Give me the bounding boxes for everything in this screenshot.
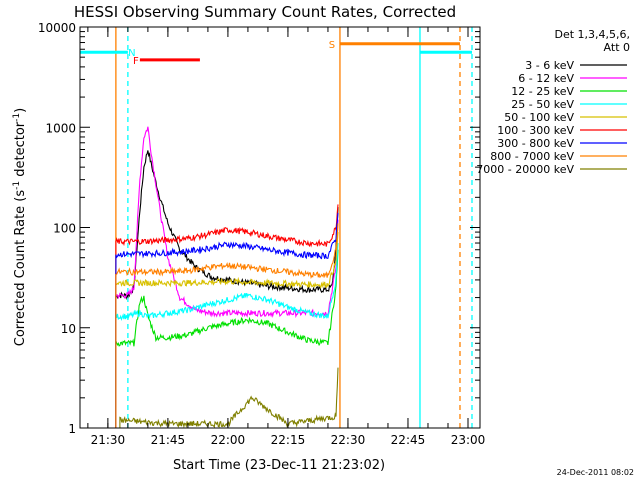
y-axis-label: Corrected Count Rate (s-1 detector-1) [12, 108, 28, 346]
y-tick-label-2: 100 [53, 222, 76, 236]
plot-area [80, 27, 473, 428]
x-axis-label: Start Time (23-Dec-11 21:23:02) [173, 458, 385, 473]
series-line-2 [115, 249, 339, 428]
series-line-3 [115, 242, 339, 428]
legend-label-3: 25 - 50 keV [511, 98, 574, 111]
legend-label-4: 50 - 100 keV [504, 111, 574, 124]
series-line-0 [115, 150, 339, 428]
flag-label-s: S [329, 40, 335, 51]
axes-layer: 1 10 100 1000 10000 21:30 21:45 22:00 22:15 22:30… [38, 21, 485, 447]
y-axis-label-sup2: -1 [12, 113, 22, 122]
legend-header-line1: Det 1,3,4,5,6, [554, 28, 630, 41]
legend-label-8: 7000 - 20000 keV [476, 163, 574, 176]
x-tick-label-4: 22:30 [331, 433, 366, 447]
y-axis-label-end: ) [13, 108, 28, 113]
y-axis-label-mid: detector [13, 121, 28, 181]
legend-label-7: 800 - 7000 keV [490, 150, 574, 163]
y-tick-label-0: 1 [68, 422, 76, 436]
y-axis-label-main: Corrected Count Rate (s [13, 190, 28, 347]
y-axis-label-sup1: -1 [12, 181, 22, 190]
legend-label-0: 3 - 6 keV [525, 59, 574, 72]
x-tick-label-0: 21:30 [91, 433, 126, 447]
y-tick-label-1: 10 [61, 322, 76, 336]
flag-label-n: N [128, 48, 135, 59]
x-tick-label-5: 22:45 [391, 433, 426, 447]
chart-title: HESSI Observing Summary Count Rates, Cor… [74, 3, 456, 21]
legend-label-5: 100 - 300 keV [497, 124, 574, 137]
x-tick-label-1: 21:45 [151, 433, 186, 447]
x-tick-label-2: 22:00 [211, 433, 246, 447]
legend-label-1: 6 - 12 keV [518, 72, 574, 85]
legend-header-line2: Att 0 [604, 41, 630, 54]
footer-timestamp: 24-Dec-2011 08:02 [557, 468, 634, 477]
series-line-6 [115, 212, 339, 428]
series-line-1 [115, 126, 339, 428]
y-tick-label-4: 10000 [38, 21, 76, 35]
flag-label-f: F [133, 56, 139, 67]
legend-label-2: 12 - 25 keV [511, 85, 574, 98]
series-line-5 [115, 204, 339, 428]
x-tick-label-6: 23:00 [451, 433, 486, 447]
series-line-8 [119, 367, 339, 428]
plot-layer: NF S [80, 27, 473, 428]
legend-label-6: 300 - 800 keV [497, 137, 574, 150]
series-line-4 [115, 232, 339, 428]
y-tick-label-3: 1000 [45, 121, 76, 135]
series-line-7 [115, 223, 339, 428]
x-tick-label-3: 22:15 [271, 433, 306, 447]
